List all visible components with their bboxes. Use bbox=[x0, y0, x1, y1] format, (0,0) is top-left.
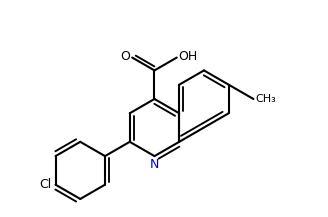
Text: O: O bbox=[120, 50, 130, 63]
Text: OH: OH bbox=[178, 50, 197, 63]
Text: CH₃: CH₃ bbox=[256, 94, 277, 104]
Text: Cl: Cl bbox=[40, 178, 52, 191]
Text: N: N bbox=[150, 158, 159, 171]
